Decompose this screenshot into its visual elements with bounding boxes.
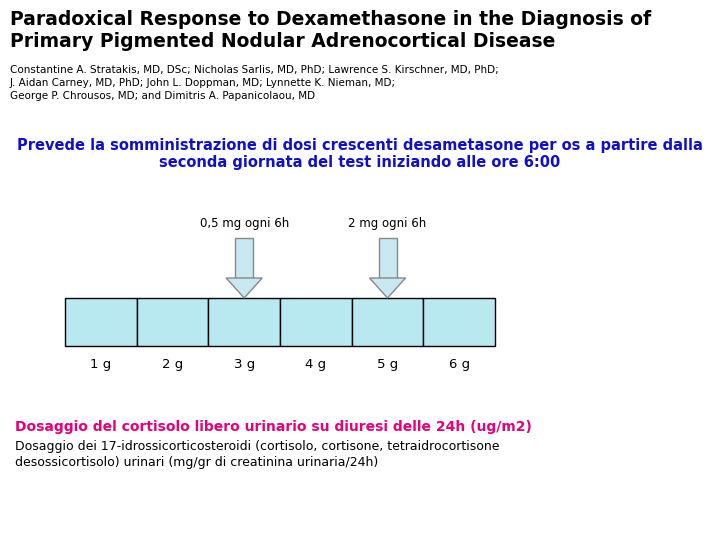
Bar bbox=[208, 298, 280, 346]
Polygon shape bbox=[369, 278, 405, 298]
Text: 6 g: 6 g bbox=[449, 358, 469, 371]
Text: 0,5 mg ogni 6h: 0,5 mg ogni 6h bbox=[199, 217, 289, 230]
Text: J. Aidan Carney, MD, PhD; John L. Doppman, MD; Lynnette K. Nieman, MD;: J. Aidan Carney, MD, PhD; John L. Doppma… bbox=[10, 78, 396, 88]
Text: Dosaggio del cortisolo libero urinario su diuresi delle 24h (ug/m2): Dosaggio del cortisolo libero urinario s… bbox=[15, 420, 532, 434]
Text: Prevede la somministrazione di dosi crescenti desametasone per os a partire dall: Prevede la somministrazione di dosi cres… bbox=[17, 138, 703, 153]
Text: 5 g: 5 g bbox=[377, 358, 398, 371]
Text: desossicortisolo) urinari (mg/gr di creatinina urinaria/24h): desossicortisolo) urinari (mg/gr di crea… bbox=[15, 456, 378, 469]
Text: seconda giornata del test iniziando alle ore 6:00: seconda giornata del test iniziando alle… bbox=[159, 155, 561, 170]
Text: 2 mg ogni 6h: 2 mg ogni 6h bbox=[348, 217, 427, 230]
Text: 3 g: 3 g bbox=[233, 358, 255, 371]
Bar bbox=[351, 298, 423, 346]
Bar bbox=[65, 298, 137, 346]
Bar bbox=[137, 298, 208, 346]
Polygon shape bbox=[226, 278, 262, 298]
Text: Paradoxical Response to Dexamethasone in the Diagnosis of: Paradoxical Response to Dexamethasone in… bbox=[10, 10, 651, 29]
Text: 1 g: 1 g bbox=[90, 358, 112, 371]
Bar bbox=[423, 298, 495, 346]
Text: 4 g: 4 g bbox=[305, 358, 326, 371]
Bar bbox=[235, 238, 253, 278]
Bar bbox=[280, 298, 351, 346]
Bar bbox=[379, 238, 397, 278]
Text: Primary Pigmented Nodular Adrenocortical Disease: Primary Pigmented Nodular Adrenocortical… bbox=[10, 32, 555, 51]
Text: George P. Chrousos, MD; and Dimitris A. Papanicolaou, MD: George P. Chrousos, MD; and Dimitris A. … bbox=[10, 91, 315, 101]
Text: 2 g: 2 g bbox=[162, 358, 183, 371]
Text: Constantine A. Stratakis, MD, DSc; Nicholas Sarlis, MD, PhD; Lawrence S. Kirschn: Constantine A. Stratakis, MD, DSc; Nicho… bbox=[10, 65, 499, 75]
Text: Dosaggio dei 17-idrossicorticosteroidi (cortisolo, cortisone, tetraidrocortisone: Dosaggio dei 17-idrossicorticosteroidi (… bbox=[15, 440, 500, 453]
